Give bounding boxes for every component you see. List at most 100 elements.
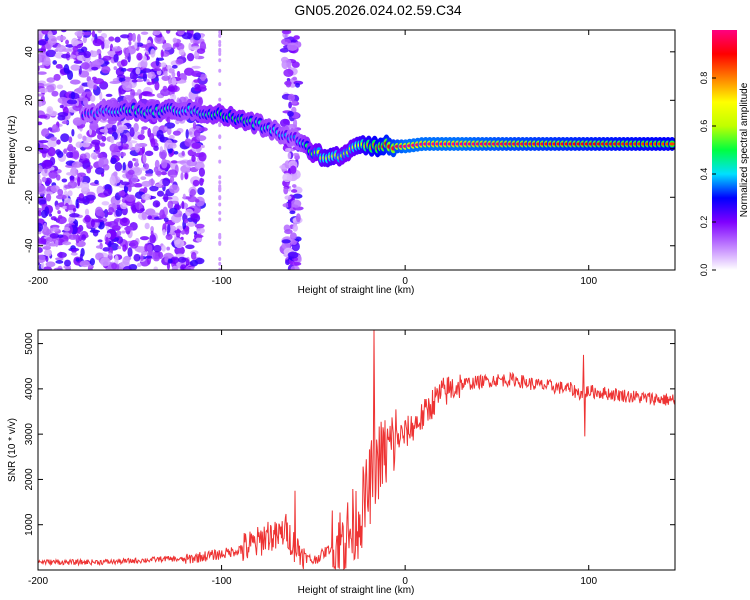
spectrogram-noise-cell [150, 48, 156, 58]
spectrogram-noise-cell [114, 161, 123, 172]
spectrogram-noise-cell [132, 157, 137, 162]
spectrogram-noise-cell [63, 64, 70, 74]
spectrogram-noise-cell [82, 135, 87, 142]
spectrogram-noise-cell [218, 180, 222, 185]
spectrogram-noise-cell [121, 230, 126, 234]
spectrogram-noise-cell [38, 178, 43, 187]
spectrogram-noise-cell [295, 213, 301, 223]
spectrogram-noise-cell [198, 127, 208, 132]
spectrogram-noise-cell [287, 199, 292, 209]
spectrogram-noise-cell [38, 210, 42, 217]
spectrogram-noise-cell [184, 138, 192, 147]
spectrogram-noise-cell [287, 251, 299, 259]
spectrogram-noise-cell [70, 91, 76, 100]
spectrogram-noise-cell [40, 262, 45, 270]
spectrogram-noise-cell [153, 67, 162, 72]
spectrogram-noise-cell [108, 206, 115, 214]
spectrogram-noise-cell [279, 48, 289, 53]
spectrogram-noise-cell [218, 58, 222, 63]
spectrogram-noise-cell [120, 181, 130, 186]
spectrogram-noise-cell [56, 35, 67, 41]
spectrogram-noise-cell [218, 159, 222, 164]
spectrogram-noise-cell [74, 30, 86, 37]
spectrogram-noise-cell [292, 193, 303, 199]
spectrogram-noise-cell [139, 236, 150, 241]
spectrogram-x-tick-label: 0 [402, 276, 408, 287]
spectrogram-noise-cell [38, 164, 43, 173]
spectrogram-noise-cell [281, 30, 292, 35]
spectrogram-noise-cell [153, 244, 162, 253]
spectrogram-noise-cell [38, 237, 47, 245]
spectrogram-marks [38, 30, 675, 270]
spectrogram-noise-cell [105, 93, 113, 97]
spectrogram-noise-cell [38, 87, 49, 94]
spectrogram-noise-cell [38, 71, 47, 75]
spectrogram-noise-cell [152, 200, 161, 208]
spectrogram-noise-cell [122, 81, 133, 91]
spectrogram-noise-cell [57, 210, 61, 215]
spectrogram-noise-cell [81, 175, 91, 185]
spectrogram-noise-cell [156, 129, 164, 140]
spectrogram-noise-cell [89, 50, 98, 58]
spectrogram-noise-cell [133, 122, 139, 132]
spectrogram-noise-cell [175, 43, 180, 48]
spectrogram-noise-cell [156, 190, 165, 197]
spectrogram-y-tick-label: -20 [24, 190, 35, 205]
spectrogram-noise-cell [136, 52, 143, 61]
spectrogram-noise-cell [142, 55, 147, 62]
spectrogram-noise-cell [91, 66, 99, 71]
spectrogram-noise-cell [60, 133, 70, 143]
spectrogram-noise-cell [67, 181, 78, 189]
spectrogram-noise-cell [127, 169, 135, 175]
spectrogram-noise-cell [46, 85, 55, 93]
spectrogram-noise-cell [62, 205, 68, 210]
spectrogram-noise-cell [75, 87, 84, 94]
spectrogram-noise-cell [68, 234, 78, 240]
spectrogram-noise-cell [166, 126, 172, 136]
spectrogram-noise-cell [144, 222, 150, 230]
spectrogram-noise-cell [124, 226, 134, 231]
spectrogram-noise-cell [162, 177, 171, 187]
spectrogram-noise-cell [175, 253, 185, 258]
spectrogram-noise-cell [76, 55, 82, 60]
snr-y-tick-label: 5000 [24, 332, 35, 355]
spectrogram-noise-cell [70, 252, 78, 256]
spectrogram-noise-cell [160, 171, 167, 176]
colorbar-tick-label: 0.2 [699, 216, 709, 229]
spectrogram-noise-cell [67, 143, 74, 152]
spectrogram-noise-cell [38, 184, 47, 195]
spectrogram-noise-cell [120, 34, 130, 39]
spectrogram-x-tick-label: -200 [28, 276, 48, 287]
spectrogram-noise-cell [109, 135, 115, 144]
spectrogram-noise-cell [65, 39, 69, 45]
spectrogram-noise-cell [56, 139, 61, 145]
spectrogram-noise-cell [218, 240, 222, 245]
spectrogram-noise-cell [200, 73, 206, 82]
spectrogram-noise-cell [109, 175, 116, 186]
spectrogram-noise-cell [86, 167, 92, 174]
spectrogram-noise-cell [287, 111, 294, 117]
spectrogram-noise-cell [81, 141, 91, 148]
spectrogram-noise-cell [57, 234, 64, 239]
spectrogram-noise-cell [38, 54, 42, 64]
spectrogram-noise-cell [101, 135, 107, 142]
spectrogram-noise-cell [62, 241, 72, 246]
spectrogram-noise-cell [171, 71, 176, 78]
spectrogram-noise-cell [289, 210, 296, 215]
spectrogram-noise-cell [77, 97, 88, 101]
spectrogram-noise-cell [150, 226, 154, 233]
spectrogram-noise-cell [175, 228, 181, 238]
spectrogram-noise-cell [218, 261, 222, 266]
spectrogram-noise-cell [120, 67, 127, 72]
spectrogram-noise-cell [48, 213, 53, 217]
spectrogram-noise-cell [291, 240, 297, 246]
spectrogram-noise-cell [168, 184, 180, 194]
spectrogram-noise-cell [198, 167, 206, 177]
spectrogram-noise-cell [182, 193, 186, 200]
spectrogram-noise-cell [143, 163, 150, 170]
spectrogram-noise-cell [90, 95, 96, 102]
spectrogram-noise-cell [85, 194, 96, 201]
spectrogram-noise-cell [123, 266, 132, 270]
spectrogram-noise-cell [102, 55, 112, 61]
spectrogram-noise-cell [118, 126, 129, 131]
